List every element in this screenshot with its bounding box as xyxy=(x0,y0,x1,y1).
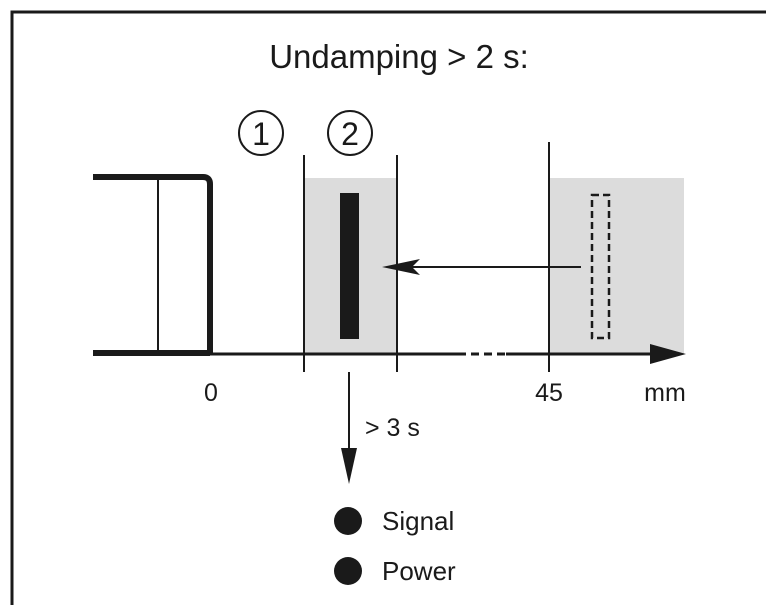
axis-unit: mm xyxy=(644,379,686,407)
zone-1-number: 1 xyxy=(252,116,270,152)
power-label: Power xyxy=(382,556,456,586)
signal-led xyxy=(334,507,362,535)
axis-arrowhead xyxy=(650,344,686,364)
power-indicator: Power xyxy=(334,556,456,586)
signal-label: Signal xyxy=(382,506,454,536)
frame-border xyxy=(10,10,766,605)
zone-2-number: 2 xyxy=(341,116,359,152)
tick-label-0: 0 xyxy=(204,379,218,407)
tick-label-45: 45 xyxy=(535,379,563,407)
zone-2-label: 2 xyxy=(327,110,373,156)
movement-arrowhead xyxy=(382,259,420,275)
diagram-title: Undamping > 2 s: xyxy=(269,38,529,75)
zone-1-label: 1 xyxy=(238,110,284,156)
signal-indicator: Signal xyxy=(334,506,454,536)
target-start-position xyxy=(590,193,611,340)
power-led xyxy=(334,557,362,585)
target-object xyxy=(340,193,359,339)
timer-arrowhead xyxy=(341,448,357,484)
timer-label: > 3 s xyxy=(365,414,420,442)
sensor-body xyxy=(93,174,213,354)
